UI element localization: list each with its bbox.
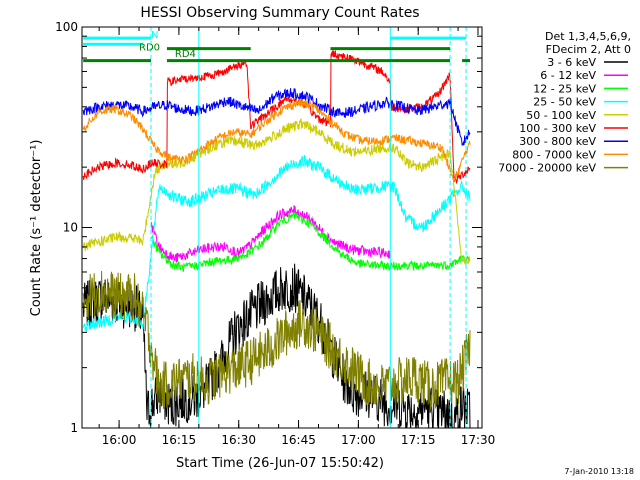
legend-label-1: 6 - 12 keV: [540, 69, 596, 82]
footer-date: 7-Jan-2010 13:18: [564, 467, 634, 476]
series-line-0: [82, 263, 471, 428]
series-line-6: [82, 88, 471, 147]
legend-label-0: 3 - 6 keV: [547, 56, 596, 69]
legend-label-6: 300 - 800 keV: [519, 135, 596, 148]
legend-header-line-2: FDecim 2, Att 0: [546, 43, 631, 56]
x-tick-label-6: 17:30: [461, 433, 496, 447]
series-line-3: [82, 154, 471, 332]
y-axis-label: Count Rate (s⁻¹ detector⁻¹): [29, 140, 44, 317]
flag-annotation-0: N: [151, 30, 158, 41]
series-line-1: [150, 205, 391, 263]
series-line-7: [82, 98, 471, 182]
axes: 16:00 16:15 16:30 16:45 17:00 17:15 17:30 1 10 10…: [55, 20, 495, 447]
legend-label-8: 7000 - 20000 keV: [498, 162, 596, 175]
x-tick-label-0: 16:00: [102, 433, 137, 447]
legend-label-7: 800 - 7000 keV: [512, 148, 596, 161]
legend-header-line-1: Det 1,3,4,5,6,9,: [545, 30, 631, 43]
x-axis-label: Start Time (26-Jun-07 15:50:42): [176, 456, 384, 471]
flag-annotation-2: RD4: [175, 49, 196, 60]
x-tick-label-3: 16:45: [281, 433, 316, 447]
legend-label-3: 25 - 50 keV: [533, 96, 596, 109]
chart-title: HESSI Observing Summary Count Rates: [140, 5, 419, 21]
y-tick-label-0: 1: [70, 421, 78, 435]
legend-label-5: 100 - 300 keV: [519, 122, 596, 135]
series-line-4: [82, 118, 471, 266]
x-tick-label-5: 17:15: [401, 433, 436, 447]
y-tick-label-2: 100: [55, 20, 78, 34]
x-tick-label-2: 16:30: [221, 433, 256, 447]
x-tick-label-4: 17:00: [341, 433, 376, 447]
x-tick-label-1: 16:15: [162, 433, 197, 447]
legend-label-2: 12 - 25 keV: [533, 82, 596, 95]
flag-annotation-1: RD0: [139, 42, 160, 53]
y-tick-label-1: 10: [63, 221, 78, 235]
legend-label-4: 50 - 100 keV: [526, 109, 596, 122]
series-line-2: [150, 211, 471, 272]
series-line-8: [82, 270, 471, 410]
